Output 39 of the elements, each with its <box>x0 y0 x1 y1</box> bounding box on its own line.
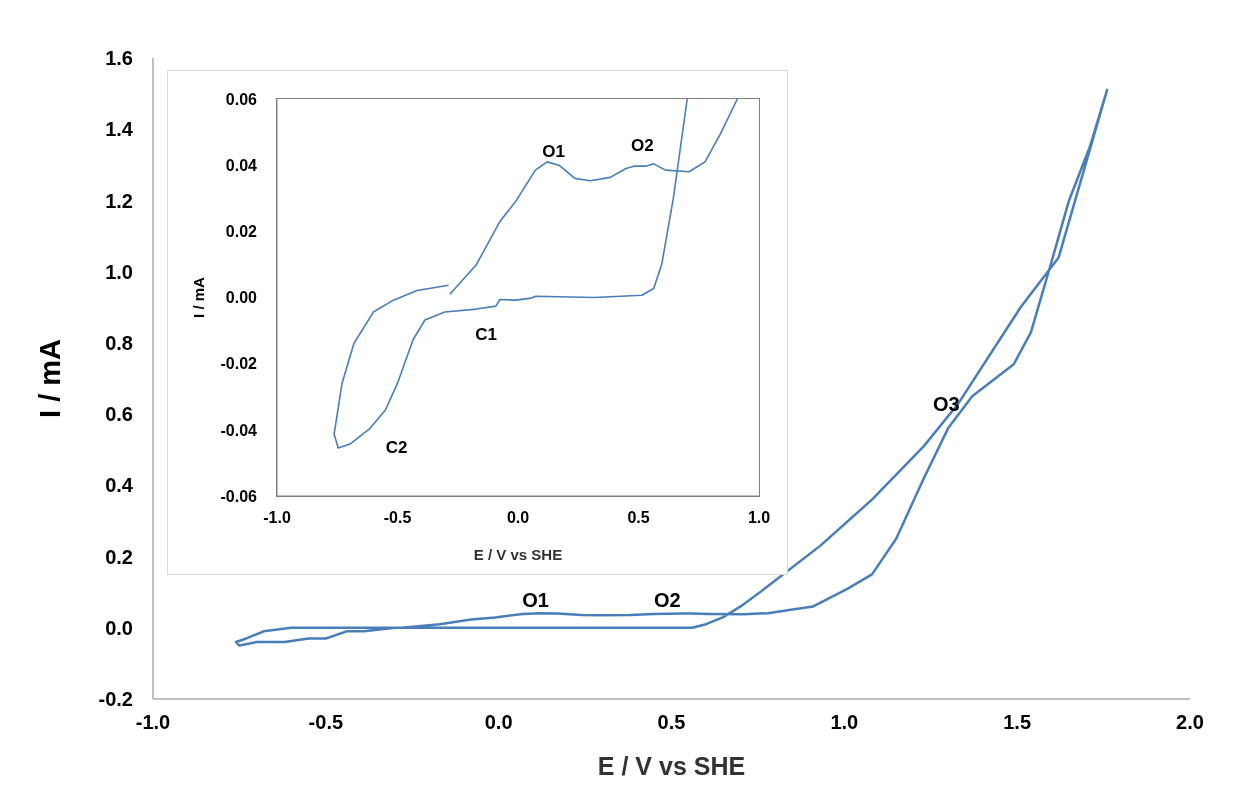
y-axis-title: I / mA <box>34 338 67 418</box>
y-tick-label: 1.0 <box>105 260 133 283</box>
x-tick-label: 1.0 <box>830 711 859 734</box>
x-tick-label: -1.0 <box>263 509 291 527</box>
x-axis-title: E / V vs SHE <box>473 546 563 563</box>
annotation: O2 <box>631 135 654 155</box>
y-axis-title: I / mA <box>190 276 208 318</box>
annotation: O2 <box>654 589 681 612</box>
x-tick-label: 0.5 <box>657 711 686 734</box>
x-axis-title: E / V vs SHE <box>597 752 746 780</box>
x-tick-label: -0.5 <box>308 711 344 734</box>
annotation: C1 <box>475 324 498 344</box>
x-tick-label: 1.5 <box>1003 711 1032 734</box>
x-tick-label: -0.5 <box>383 509 412 527</box>
x-tick-label: 2.0 <box>1176 711 1204 734</box>
y-tick-label: 0.04 <box>225 156 258 174</box>
x-tick-label: 1.0 <box>747 509 771 527</box>
x-tick-label: -1.0 <box>135 711 171 734</box>
y-tick-label: 0.06 <box>225 90 258 108</box>
annotation: O1 <box>522 589 549 612</box>
y-tick-label: 0.4 <box>105 474 134 497</box>
y-tick-label: 0.2 <box>105 545 133 568</box>
x-tick-label: 0.0 <box>506 509 530 527</box>
y-tick-label: 1.4 <box>105 118 134 141</box>
y-tick-label: 0.00 <box>225 289 258 307</box>
y-tick-label: -0.04 <box>220 421 258 439</box>
y-tick-label: 1.6 <box>105 47 133 70</box>
y-tick-label: -0.2 <box>98 688 133 711</box>
x-tick-label: 0.0 <box>484 711 513 734</box>
y-tick-label: 1.2 <box>105 189 133 212</box>
annotation: O1 <box>542 141 565 161</box>
y-tick-label: 0.6 <box>105 403 133 426</box>
y-tick-label: 0.02 <box>225 223 258 241</box>
x-tick-label: 0.5 <box>627 509 650 527</box>
y-tick-label: -0.06 <box>220 487 258 505</box>
y-tick-label: 0.0 <box>105 616 133 639</box>
annotation: C2 <box>385 437 408 457</box>
y-tick-label: -0.02 <box>220 355 258 373</box>
y-tick-label: 0.8 <box>105 331 133 354</box>
